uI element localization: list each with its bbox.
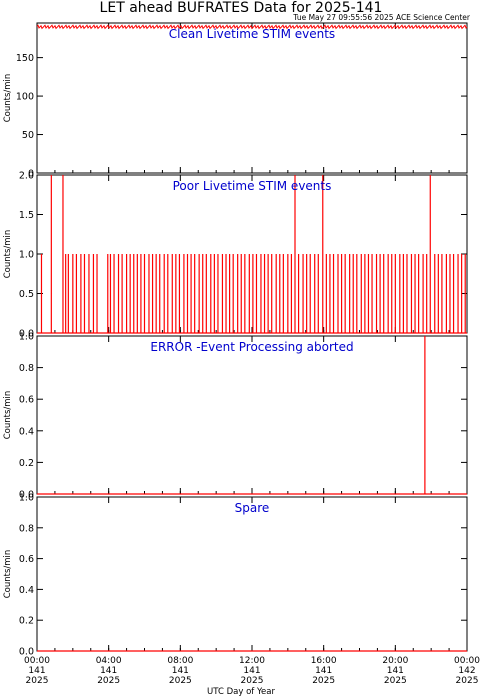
panel-frame	[36, 174, 468, 334]
x-tick-label: 2025	[169, 676, 192, 686]
y-tick-label: 1.0	[19, 493, 34, 504]
y-tick-label: 0.4	[19, 585, 34, 596]
y-tick-label: 1.0	[19, 250, 34, 261]
y-tick-label: 0.0	[19, 647, 34, 658]
x-axis-label: UTC Day of Year	[207, 687, 275, 697]
y-tick-label: 0.2	[19, 616, 34, 627]
y-tick-label: 0.0	[19, 329, 34, 340]
y-tick-label: 0.6	[19, 554, 34, 565]
y-tick-label: 0.0	[19, 490, 34, 501]
panel-frame	[36, 496, 468, 652]
x-tick-label: 2025	[384, 676, 407, 686]
y-axis-label: Counts/min	[3, 230, 13, 279]
x-tick-label: 141	[100, 666, 117, 676]
y-tick-label: 1.5	[19, 210, 34, 221]
panel-label: Spare	[235, 501, 270, 515]
x-tick-label: 04:00	[96, 656, 122, 666]
y-tick-label: 150	[16, 53, 34, 64]
y-axis-label: Counts/min	[3, 391, 13, 440]
x-tick-label: 141	[243, 666, 260, 676]
y-tick-label: 0.8	[19, 363, 34, 374]
chart-title: LET ahead BUFRATES Data for 2025-141	[99, 0, 383, 16]
panel-label: ERROR -Event Processing aborted	[150, 340, 353, 354]
x-tick-label: 141	[315, 666, 332, 676]
x-tick-label: 16:00	[311, 656, 337, 666]
y-tick-label: 2.0	[19, 171, 34, 182]
panel-frame	[36, 22, 468, 174]
x-tick-label: 141	[172, 666, 189, 676]
y-tick-label: 0.8	[19, 523, 34, 534]
y-tick-label: 0.5	[19, 289, 34, 300]
x-tick-label: 2025	[26, 676, 49, 686]
y-tick-label: 0.6	[19, 395, 34, 406]
y-axis-label: Counts/min	[3, 550, 13, 599]
x-tick-label: 08:00	[167, 656, 193, 666]
x-tick-label: 2025	[456, 676, 479, 686]
x-tick-label: 2025	[241, 676, 264, 686]
panel-label: Clean Livetime STIM events	[169, 27, 335, 41]
x-tick-label: 2025	[312, 676, 335, 686]
y-tick-label: 0	[28, 169, 34, 180]
y-tick-label: 0.4	[19, 426, 34, 437]
x-tick-label: 20:00	[382, 656, 408, 666]
x-tick-label: 00:00	[24, 656, 50, 666]
series-line	[36, 24, 468, 30]
x-tick-label: 00:00	[454, 656, 480, 666]
x-tick-label: 142	[458, 666, 475, 676]
y-axis-label: Counts/min	[3, 74, 13, 123]
panel-frame	[36, 335, 468, 495]
y-tick-label: 1.0	[19, 332, 34, 343]
panel-label: Poor Livetime STIM events	[173, 179, 332, 193]
y-tick-label: 100	[16, 92, 34, 103]
x-tick-label: 12:00	[239, 656, 265, 666]
x-tick-label: 141	[28, 666, 45, 676]
chart-subtitle: Tue May 27 09:55:56 2025 ACE Science Cen…	[293, 13, 470, 22]
y-tick-label: 50	[22, 130, 34, 141]
y-tick-label: 0.2	[19, 458, 34, 469]
x-tick-label: 2025	[97, 676, 120, 686]
x-tick-label: 141	[387, 666, 404, 676]
